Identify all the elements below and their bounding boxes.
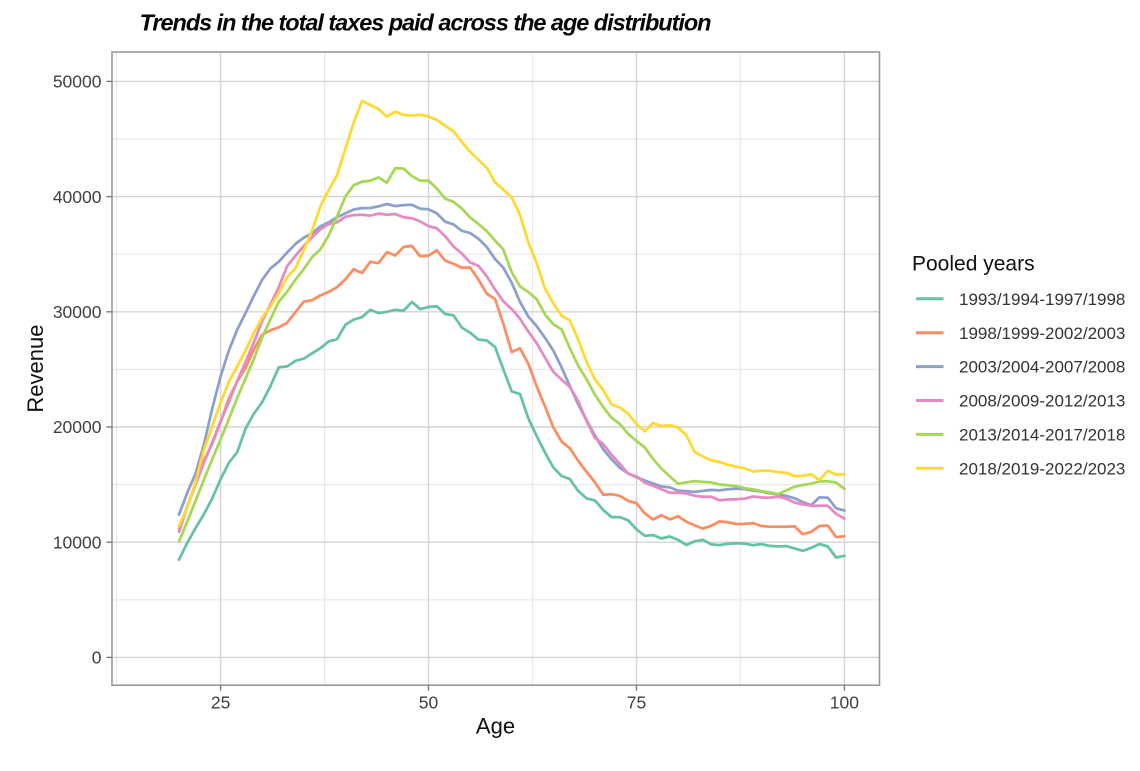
svg-text:2008/2009-2012/2013: 2008/2009-2012/2013 [959, 392, 1125, 411]
svg-text:40000: 40000 [53, 187, 102, 207]
svg-text:25: 25 [211, 693, 230, 713]
svg-text:0: 0 [92, 648, 102, 668]
svg-text:2018/2019-2022/2023: 2018/2019-2022/2023 [959, 459, 1125, 478]
svg-text:75: 75 [627, 693, 646, 713]
svg-text:2003/2004-2007/2008: 2003/2004-2007/2008 [959, 358, 1125, 377]
svg-text:50: 50 [419, 693, 439, 713]
svg-text:Revenue: Revenue [23, 325, 48, 413]
svg-text:Trends in the total taxes paid: Trends in the total taxes paid across th… [140, 10, 712, 36]
svg-text:50000: 50000 [53, 72, 102, 92]
svg-text:20000: 20000 [53, 417, 102, 437]
svg-text:30000: 30000 [53, 302, 102, 322]
svg-text:Age: Age [476, 714, 515, 739]
svg-text:2013/2014-2017/2018: 2013/2014-2017/2018 [959, 426, 1125, 445]
svg-text:100: 100 [830, 693, 859, 713]
svg-text:1993/1994-1997/1998: 1993/1994-1997/1998 [959, 290, 1125, 309]
svg-text:Pooled years: Pooled years [912, 253, 1035, 276]
svg-text:10000: 10000 [53, 532, 102, 552]
svg-text:1998/1999-2002/2003: 1998/1999-2002/2003 [959, 324, 1125, 343]
